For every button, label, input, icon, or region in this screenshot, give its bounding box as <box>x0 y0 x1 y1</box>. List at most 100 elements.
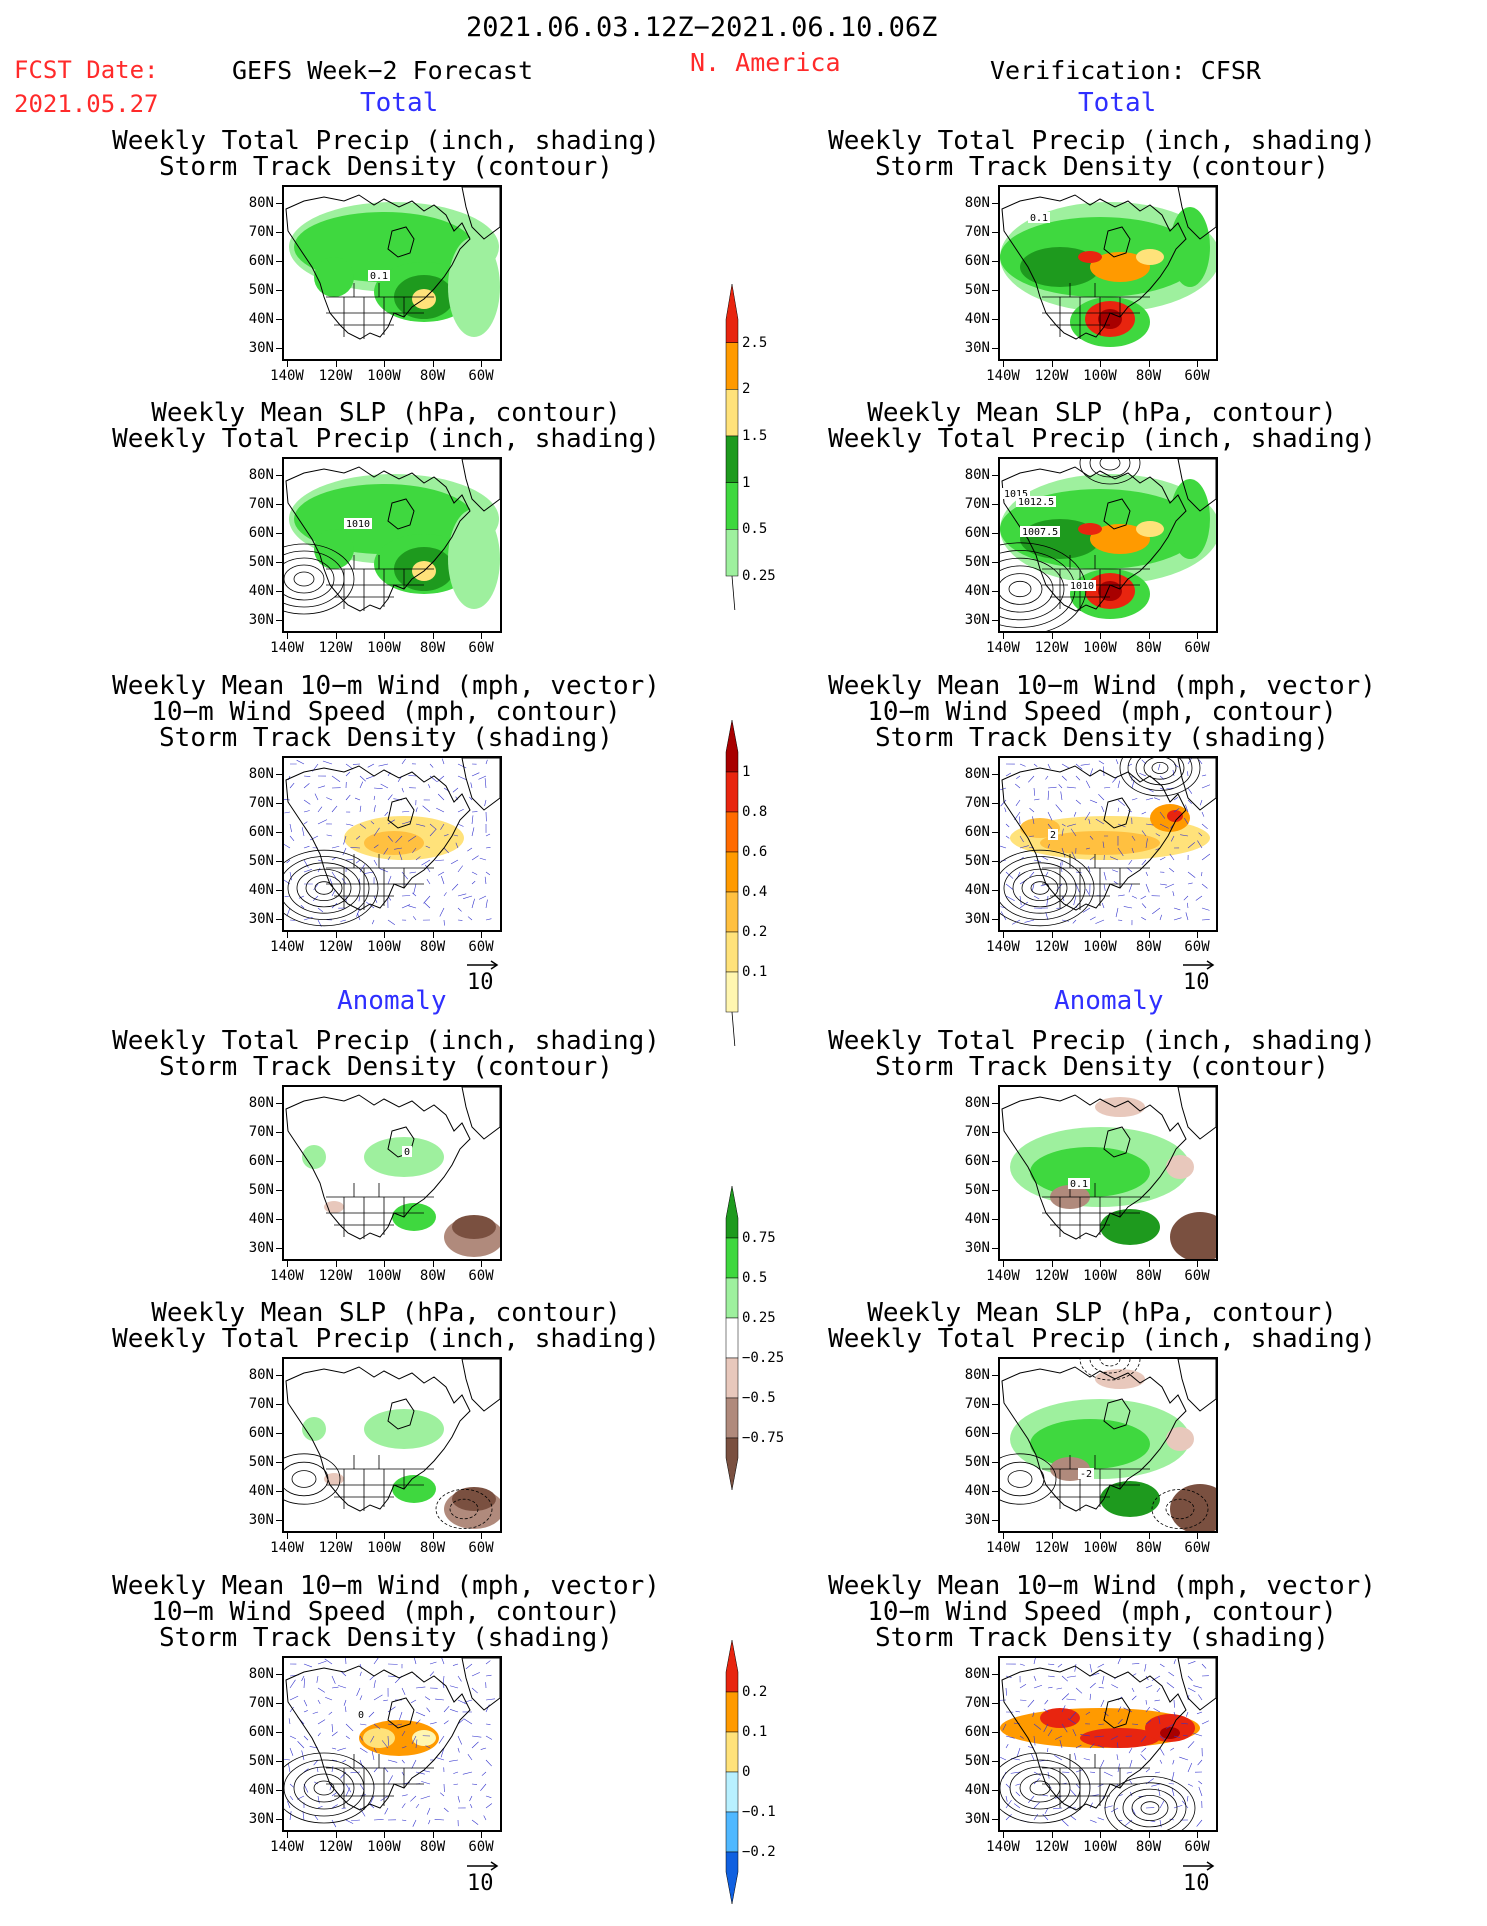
lat-label: 60N <box>956 1724 990 1740</box>
lat-tick <box>992 290 998 291</box>
lon-tick <box>1052 1261 1053 1267</box>
lat-label: 70N <box>956 1396 990 1412</box>
lon-label: 120W <box>316 368 356 384</box>
lon-tick <box>433 1533 434 1539</box>
lat-label: 40N <box>240 882 274 898</box>
lat-tick <box>276 232 282 233</box>
lat-label: 50N <box>956 1454 990 1470</box>
map-graphic: 2 <box>1000 758 1216 930</box>
title-fcst-total-precip-2: Storm Track Density (contour) <box>66 154 706 180</box>
lat-label: 60N <box>240 525 274 541</box>
lat-tick <box>276 861 282 862</box>
map-verif-anom-slp: -2 <box>998 1357 1218 1533</box>
vector-ref-fcst-total: 10 <box>467 970 494 995</box>
lat-label: 40N <box>956 1782 990 1798</box>
title-verif-anom-precip-2: Storm Track Density (contour) <box>782 1054 1422 1080</box>
lat-tick <box>276 832 282 833</box>
lat-tick <box>276 1819 282 1820</box>
colorbar-label: 0.5 <box>742 521 767 537</box>
lat-label: 60N <box>240 824 274 840</box>
colorbar-label: 0.75 <box>742 1230 776 1246</box>
colorbar-label: 2.5 <box>742 335 767 351</box>
lon-tick <box>1100 1832 1101 1838</box>
lat-tick <box>276 803 282 804</box>
lat-tick <box>276 1520 282 1521</box>
svg-text:0: 0 <box>358 1710 364 1721</box>
title-fcst-total-wind-2: 10−m Wind Speed (mph, contour) <box>66 699 706 725</box>
colorbar-label: −0.2 <box>742 1844 776 1860</box>
map-fcst-total-precip: 0.1 <box>282 185 502 361</box>
lat-label: 50N <box>240 1182 274 1198</box>
lon-tick <box>481 1832 482 1838</box>
lat-tick <box>992 1732 998 1733</box>
lon-tick <box>1052 361 1053 367</box>
lon-tick <box>1003 361 1004 367</box>
lat-label: 30N <box>956 1811 990 1827</box>
vector-ref-verif-total: 10 <box>1183 970 1210 995</box>
lon-tick <box>336 361 337 367</box>
title-verif-anom-precip-1: Weekly Total Precip (inch, shading) <box>782 1028 1422 1054</box>
lon-tick <box>433 633 434 639</box>
lon-tick <box>336 1533 337 1539</box>
lat-label: 80N <box>240 1095 274 1111</box>
map-fcst-total-wind <box>282 756 502 932</box>
lat-label: 50N <box>240 1753 274 1769</box>
lat-tick <box>276 1761 282 1762</box>
lat-tick <box>276 562 282 563</box>
lon-tick <box>384 1261 385 1267</box>
lat-label: 30N <box>956 612 990 628</box>
lat-tick <box>276 1103 282 1104</box>
lat-label: 70N <box>956 224 990 240</box>
lon-label: 80W <box>413 368 453 384</box>
lon-tick <box>481 633 482 639</box>
lon-label: 80W <box>413 1839 453 1855</box>
lon-label: 60W <box>461 939 501 955</box>
lat-tick <box>276 1190 282 1191</box>
lat-label: 80N <box>956 1095 990 1111</box>
colorbar-label: −0.75 <box>742 1430 784 1446</box>
lon-label: 140W <box>983 1268 1023 1284</box>
vector-ref-fcst-anom: 10 <box>467 1871 494 1896</box>
lon-label: 100W <box>1080 1268 1120 1284</box>
lon-label: 80W <box>413 640 453 656</box>
lat-label: 40N <box>956 583 990 599</box>
title-fcst-anom-wind-3: Storm Track Density (shading) <box>66 1625 706 1651</box>
right-column-title: Verification: CFSR <box>990 58 1261 83</box>
vector-ref-label: 10 <box>467 970 494 995</box>
lon-label: 60W <box>461 1839 501 1855</box>
lat-label: 30N <box>240 340 274 356</box>
lat-label: 70N <box>240 1695 274 1711</box>
lat-tick <box>276 1132 282 1133</box>
lat-label: 40N <box>956 1211 990 1227</box>
lat-label: 70N <box>240 1396 274 1412</box>
lat-label: 60N <box>240 1425 274 1441</box>
lat-label: 30N <box>956 340 990 356</box>
lat-tick <box>992 861 998 862</box>
title-verif-anom-wind-3: Storm Track Density (shading) <box>782 1625 1422 1651</box>
lon-tick <box>481 361 482 367</box>
lon-tick <box>1052 932 1053 938</box>
lon-tick <box>336 932 337 938</box>
lat-tick <box>992 203 998 204</box>
lon-tick <box>1100 361 1101 367</box>
lon-label: 120W <box>316 1268 356 1284</box>
lat-tick <box>992 261 998 262</box>
lon-tick <box>433 932 434 938</box>
colorbar-label: 1.5 <box>742 428 767 444</box>
lon-label: 80W <box>1129 640 1169 656</box>
lon-label: 140W <box>983 368 1023 384</box>
lat-label: 70N <box>956 795 990 811</box>
arrow-right-icon <box>1181 958 1217 972</box>
colorbar-label: 0.8 <box>742 804 767 820</box>
lat-tick <box>276 591 282 592</box>
lat-tick <box>276 890 282 891</box>
lon-label: 80W <box>1129 939 1169 955</box>
lat-label: 50N <box>240 1454 274 1470</box>
lat-label: 80N <box>240 766 274 782</box>
lat-label: 40N <box>240 583 274 599</box>
lon-label: 140W <box>267 1839 307 1855</box>
colorbar-label: −0.5 <box>742 1390 776 1406</box>
lat-label: 70N <box>956 496 990 512</box>
lat-tick <box>992 1520 998 1521</box>
lat-tick <box>992 562 998 563</box>
